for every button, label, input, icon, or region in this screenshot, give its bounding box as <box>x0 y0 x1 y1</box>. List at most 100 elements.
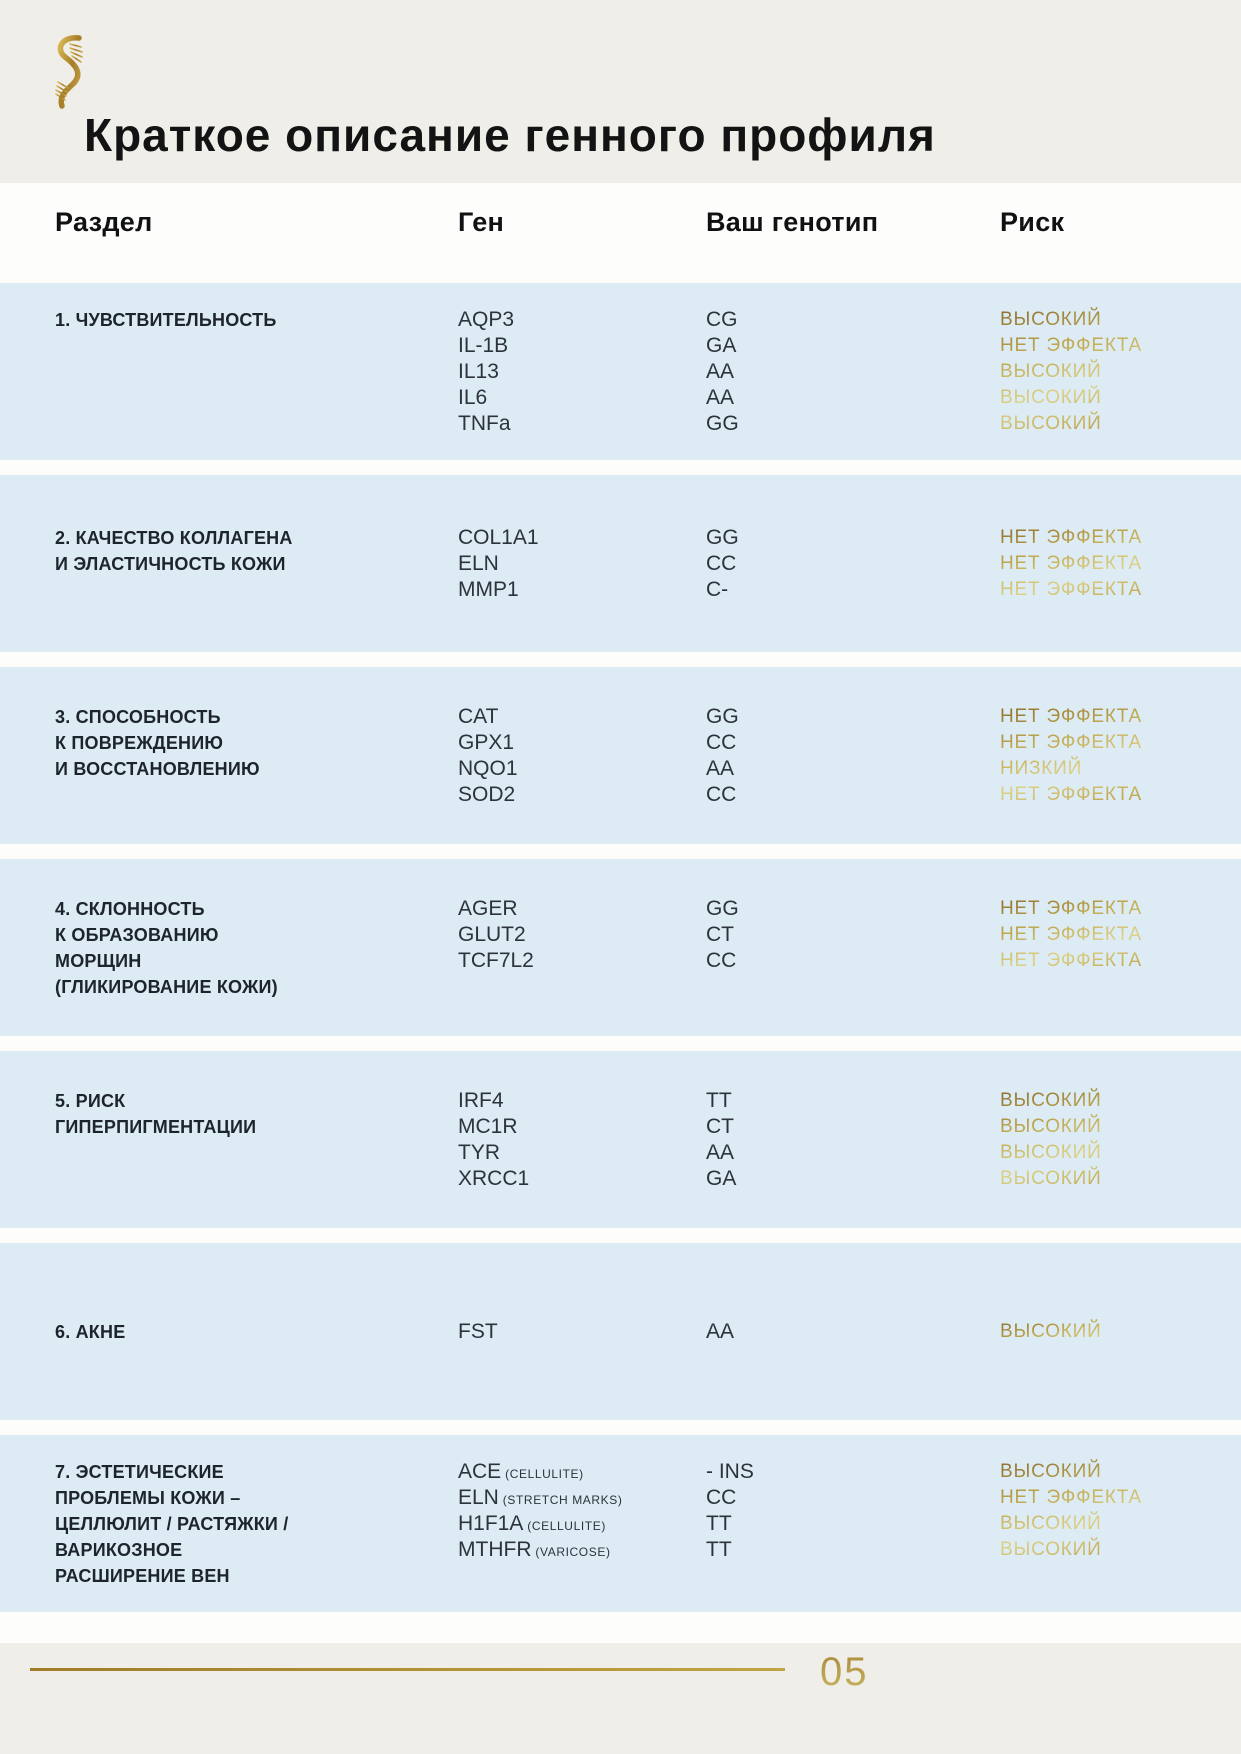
genotype-list: GG CC AA CC <box>706 704 1000 808</box>
risk-list: ВЫСОКИЙ НЕТ ЭФФЕКТА ВЫСОКИЙ ВЫСОКИЙ ВЫСОКИЙ <box>1000 307 1241 437</box>
risk-value: ВЫСОКИЙ <box>1000 412 1102 434</box>
genotype-value: GA <box>706 1166 737 1190</box>
gene-symbol: AQP3 <box>458 307 515 331</box>
section-name-line: К ОБРАЗОВАНИЮ <box>55 924 219 945</box>
section-name: 4. СКЛОННОСТЬ К ОБРАЗОВАНИЮ МОРЩИН (ГЛИКИРО… <box>55 896 458 1000</box>
genotype-list: TT CT AA GA <box>706 1088 1000 1192</box>
risk-list: ВЫСОКИЙ ВЫСОКИЙ ВЫСОКИЙ ВЫСОКИЙ <box>1000 1088 1241 1192</box>
footer-band <box>0 1643 1241 1754</box>
genotype-value: AA <box>706 1319 735 1343</box>
gene-symbol: ELN <box>458 1485 499 1509</box>
risk-value: НЕТ ЭФФЕКТА <box>1000 897 1143 919</box>
gene-name: CAT <box>458 704 706 730</box>
genotype-value: AA <box>706 385 735 409</box>
header-band: Краткое описание генного профиля <box>0 0 1241 183</box>
genotype-value: GG <box>706 525 739 549</box>
genotype-value: CC <box>706 948 737 972</box>
gene-symbol: MMP1 <box>458 577 519 601</box>
column-header-gene: Ген <box>458 207 505 237</box>
page-number: 05 <box>820 1650 869 1694</box>
gene-list: IRF4 MC1R TYR XRCC1 <box>458 1088 706 1192</box>
gene-name: NQO1 <box>458 756 706 782</box>
genotype-value: CC <box>706 782 737 806</box>
genotype-value: AA <box>706 1140 735 1164</box>
risk-list: НЕТ ЭФФЕКТА НЕТ ЭФФЕКТА НИЗКИЙ НЕТ ЭФФЕКТА <box>1000 704 1241 808</box>
column-header-section: Раздел <box>55 207 153 237</box>
risk-value: ВЫСОКИЙ <box>1000 1320 1102 1342</box>
genotype-value: CG <box>706 307 738 331</box>
section-band-7: 7. ЭСТЕТИЧЕСКИЕ ПРОБЛЕМЫ КОЖИ – ЦЕЛЛЮЛИТ /… <box>0 1435 1241 1612</box>
gene-symbol: COL1A1 <box>458 525 539 549</box>
section-band-4: 4. СКЛОННОСТЬ К ОБРАЗОВАНИЮ МОРЩИН (ГЛИКИРО… <box>0 859 1241 1036</box>
gene-name: TCF7L2 <box>458 948 706 974</box>
genotype-value: TT <box>706 1088 732 1112</box>
gene-name: IL13 <box>458 359 706 385</box>
genotype-value: TT <box>706 1537 732 1561</box>
risk-value: ВЫСОКИЙ <box>1000 386 1102 408</box>
section-band-1: 1. ЧУВСТВИТЕЛЬНОСТЬ AQP3 IL-1B IL13 IL6 TNFa C… <box>0 283 1241 460</box>
section-name-line: 1. ЧУВСТВИТЕЛЬНОСТЬ <box>55 309 277 330</box>
risk-value: ВЫСОКИЙ <box>1000 1460 1102 1482</box>
gene-name: SOD2 <box>458 782 706 808</box>
gene-name: IL6 <box>458 385 706 411</box>
section-name-line: К ПОВРЕЖДЕНИЮ <box>55 732 224 753</box>
risk-value: НИЗКИЙ <box>1000 757 1083 779</box>
section-name-line: 3. СПОСОБНОСТЬ <box>55 706 221 727</box>
page-title: Краткое описание генного профиля <box>84 109 936 161</box>
genotype-value: GA <box>706 333 737 357</box>
section-band-3: 3. СПОСОБНОСТЬ К ПОВРЕЖДЕНИЮ И ВОССТАНОВЛЕ… <box>0 667 1241 844</box>
section-name-line: И ЭЛАСТИЧНОСТЬ КОЖИ <box>55 553 286 574</box>
risk-value: ВЫСОКИЙ <box>1000 1512 1102 1534</box>
gene-symbol: AGER <box>458 896 518 920</box>
risk-list: ВЫСОКИЙ НЕТ ЭФФЕКТА ВЫСОКИЙ ВЫСОКИЙ <box>1000 1459 1241 1563</box>
section-name-line: И ВОССТАНОВЛЕНИЮ <box>55 758 260 779</box>
section-name-line: 4. СКЛОННОСТЬ <box>55 898 205 919</box>
gene-name: COL1A1 <box>458 525 706 551</box>
risk-value: ВЫСОКИЙ <box>1000 1115 1102 1137</box>
gene-list: FST <box>458 1319 706 1345</box>
risk-value: НЕТ ЭФФЕКТА <box>1000 1486 1143 1508</box>
section-band-5: 5. РИСК ГИПЕРПИГМЕНТАЦИИ IRF4 MC1R TYR XRCC1 T… <box>0 1051 1241 1228</box>
genotype-value: CC <box>706 551 737 575</box>
genotype-value: CT <box>706 1114 734 1138</box>
risk-value: ВЫСОКИЙ <box>1000 1141 1102 1163</box>
genotype-list: GG CC C- <box>706 525 1000 603</box>
gene-context-suffix: (VARICOSE) <box>531 1544 611 1559</box>
gene-name: ACE (CELLULITE) <box>458 1459 706 1485</box>
genotype-list: AA <box>706 1319 1000 1345</box>
gene-symbol: IL6 <box>458 385 488 409</box>
column-header-genotype: Ваш генотип <box>706 207 879 237</box>
gene-name: ELN <box>458 551 706 577</box>
gene-context-suffix: (STRETCH MARKS) <box>498 1492 623 1507</box>
genotype-value: AA <box>706 359 735 383</box>
gene-name: TNFa <box>458 411 706 437</box>
risk-value: ВЫСОКИЙ <box>1000 1538 1102 1560</box>
section-name-line: 6. АКНЕ <box>55 1321 126 1342</box>
gene-symbol: MTHFR <box>458 1537 532 1561</box>
genotype-value: AA <box>706 756 735 780</box>
gene-name: GPX1 <box>458 730 706 756</box>
gene-list: ACE (CELLULITE) ELN (STRETCH MARKS) H1F1A … <box>458 1459 706 1563</box>
gene-name: MC1R <box>458 1114 706 1140</box>
section-name-line: 2. КАЧЕСТВО КОЛЛАГЕНА <box>55 527 293 548</box>
gene-name: XRCC1 <box>458 1166 706 1192</box>
gene-symbol: IL13 <box>458 359 499 383</box>
section-name-line: 5. РИСК <box>55 1090 126 1111</box>
section-name-line: 7. ЭСТЕТИЧЕСКИЕ <box>55 1461 224 1482</box>
gene-name: MTHFR (VARICOSE) <box>458 1537 706 1563</box>
genotype-list: GG CT CC <box>706 896 1000 974</box>
gene-symbol: XRCC1 <box>458 1166 530 1190</box>
risk-value: НЕТ ЭФФЕКТА <box>1000 705 1143 727</box>
section-name: 2. КАЧЕСТВО КОЛЛАГЕНА И ЭЛАСТИЧНОСТЬ КОЖИ <box>55 525 458 577</box>
gene-list: CAT GPX1 NQO1 SOD2 <box>458 704 706 808</box>
gene-symbol: GLUT2 <box>458 922 526 946</box>
section-name-line: ВАРИКОЗНОЕ <box>55 1539 183 1560</box>
gene-name: AGER <box>458 896 706 922</box>
section-band-6: 6. АКНЕ FST AA ВЫСОКИЙ <box>0 1243 1241 1420</box>
section-name-line: МОРЩИН <box>55 950 142 971</box>
genotype-value: - INS <box>706 1459 754 1483</box>
risk-value: ВЫСОКИЙ <box>1000 1167 1102 1189</box>
gene-name: ELN (STRETCH MARKS) <box>458 1485 706 1511</box>
section-band-2: 2. КАЧЕСТВО КОЛЛАГЕНА И ЭЛАСТИЧНОСТЬ КОЖИ… <box>0 475 1241 652</box>
gene-list: AQP3 IL-1B IL13 IL6 TNFa <box>458 307 706 437</box>
